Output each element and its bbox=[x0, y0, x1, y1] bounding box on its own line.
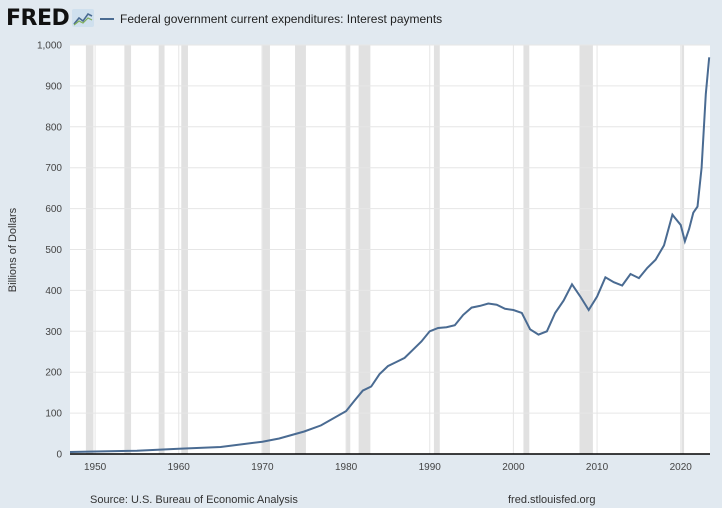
source-note: Source: U.S. Bureau of Economic Analysis bbox=[90, 494, 298, 506]
line-chart-icon bbox=[72, 9, 94, 27]
x-tick-label: 2000 bbox=[502, 462, 525, 473]
y-tick-label: 900 bbox=[45, 81, 62, 92]
legend-swatch bbox=[100, 18, 114, 20]
y-tick-label: 100 bbox=[45, 409, 62, 420]
y-tick-label: 500 bbox=[45, 245, 62, 256]
x-tick-label: 1960 bbox=[168, 462, 191, 473]
x-tick-label: 2020 bbox=[670, 462, 693, 473]
x-tick-label: 1970 bbox=[251, 462, 274, 473]
y-tick-label: 800 bbox=[45, 122, 62, 133]
y-tick-label: 400 bbox=[45, 286, 62, 297]
x-tick-label: 2010 bbox=[586, 462, 609, 473]
y-tick-label: 600 bbox=[45, 204, 62, 215]
legend: Federal government current expenditures:… bbox=[100, 12, 442, 26]
fred-logo[interactable]: FRED bbox=[6, 6, 70, 31]
y-tick-label: 1,000 bbox=[37, 41, 62, 52]
y-axis-label: Billions of Dollars bbox=[7, 207, 19, 292]
x-tick-label: 1950 bbox=[84, 462, 107, 473]
x-tick-label: 1980 bbox=[335, 462, 358, 473]
legend-label: Federal government current expenditures:… bbox=[120, 12, 443, 26]
source-url[interactable]: fred.stlouisfed.org bbox=[508, 494, 596, 506]
y-tick-label: 200 bbox=[45, 368, 62, 379]
x-tick-label: 1990 bbox=[419, 462, 442, 473]
series-line bbox=[69, 57, 711, 453]
y-tick-label: 300 bbox=[45, 327, 62, 338]
y-tick-label: 0 bbox=[56, 450, 62, 461]
y-tick-label: 700 bbox=[45, 163, 62, 174]
chart-header: FRED Federal government current expendit… bbox=[0, 0, 722, 38]
